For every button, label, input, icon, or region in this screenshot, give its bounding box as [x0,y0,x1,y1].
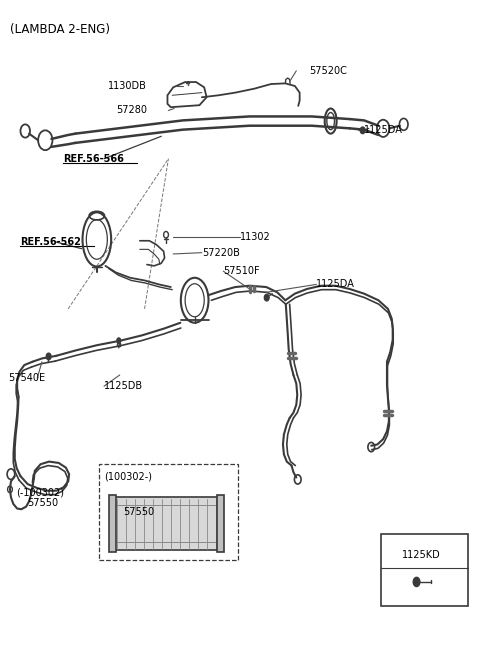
Text: 57540E: 57540E [9,373,46,383]
Text: 1125KD: 1125KD [402,550,441,560]
Bar [109,495,116,552]
Bar [381,534,468,606]
Circle shape [264,294,269,301]
Text: 57220B: 57220B [202,248,240,258]
Text: 1130DB: 1130DB [108,81,147,91]
Bar [217,495,224,552]
Text: 1125DA: 1125DA [316,280,355,290]
Text: REF.56-566: REF.56-566 [63,154,124,164]
Text: 1125DA: 1125DA [364,125,403,135]
Circle shape [117,338,120,343]
Text: 57550: 57550 [28,497,59,507]
Text: (LAMBDA 2-ENG): (LAMBDA 2-ENG) [10,23,110,36]
Bar [99,464,238,560]
Text: 1125DB: 1125DB [104,381,143,391]
Text: 57510F: 57510F [223,266,260,276]
Circle shape [360,127,365,133]
Text: 57280: 57280 [116,106,147,116]
Text: 11302: 11302 [240,232,271,242]
Circle shape [46,353,51,360]
Text: (100302-): (100302-) [104,471,152,481]
Text: 57550: 57550 [123,507,154,517]
Bar [114,497,218,550]
Text: (-100302): (-100302) [16,487,64,497]
Circle shape [413,577,420,586]
Text: REF.56-562: REF.56-562 [21,237,81,247]
Text: 57520C: 57520C [309,66,347,76]
